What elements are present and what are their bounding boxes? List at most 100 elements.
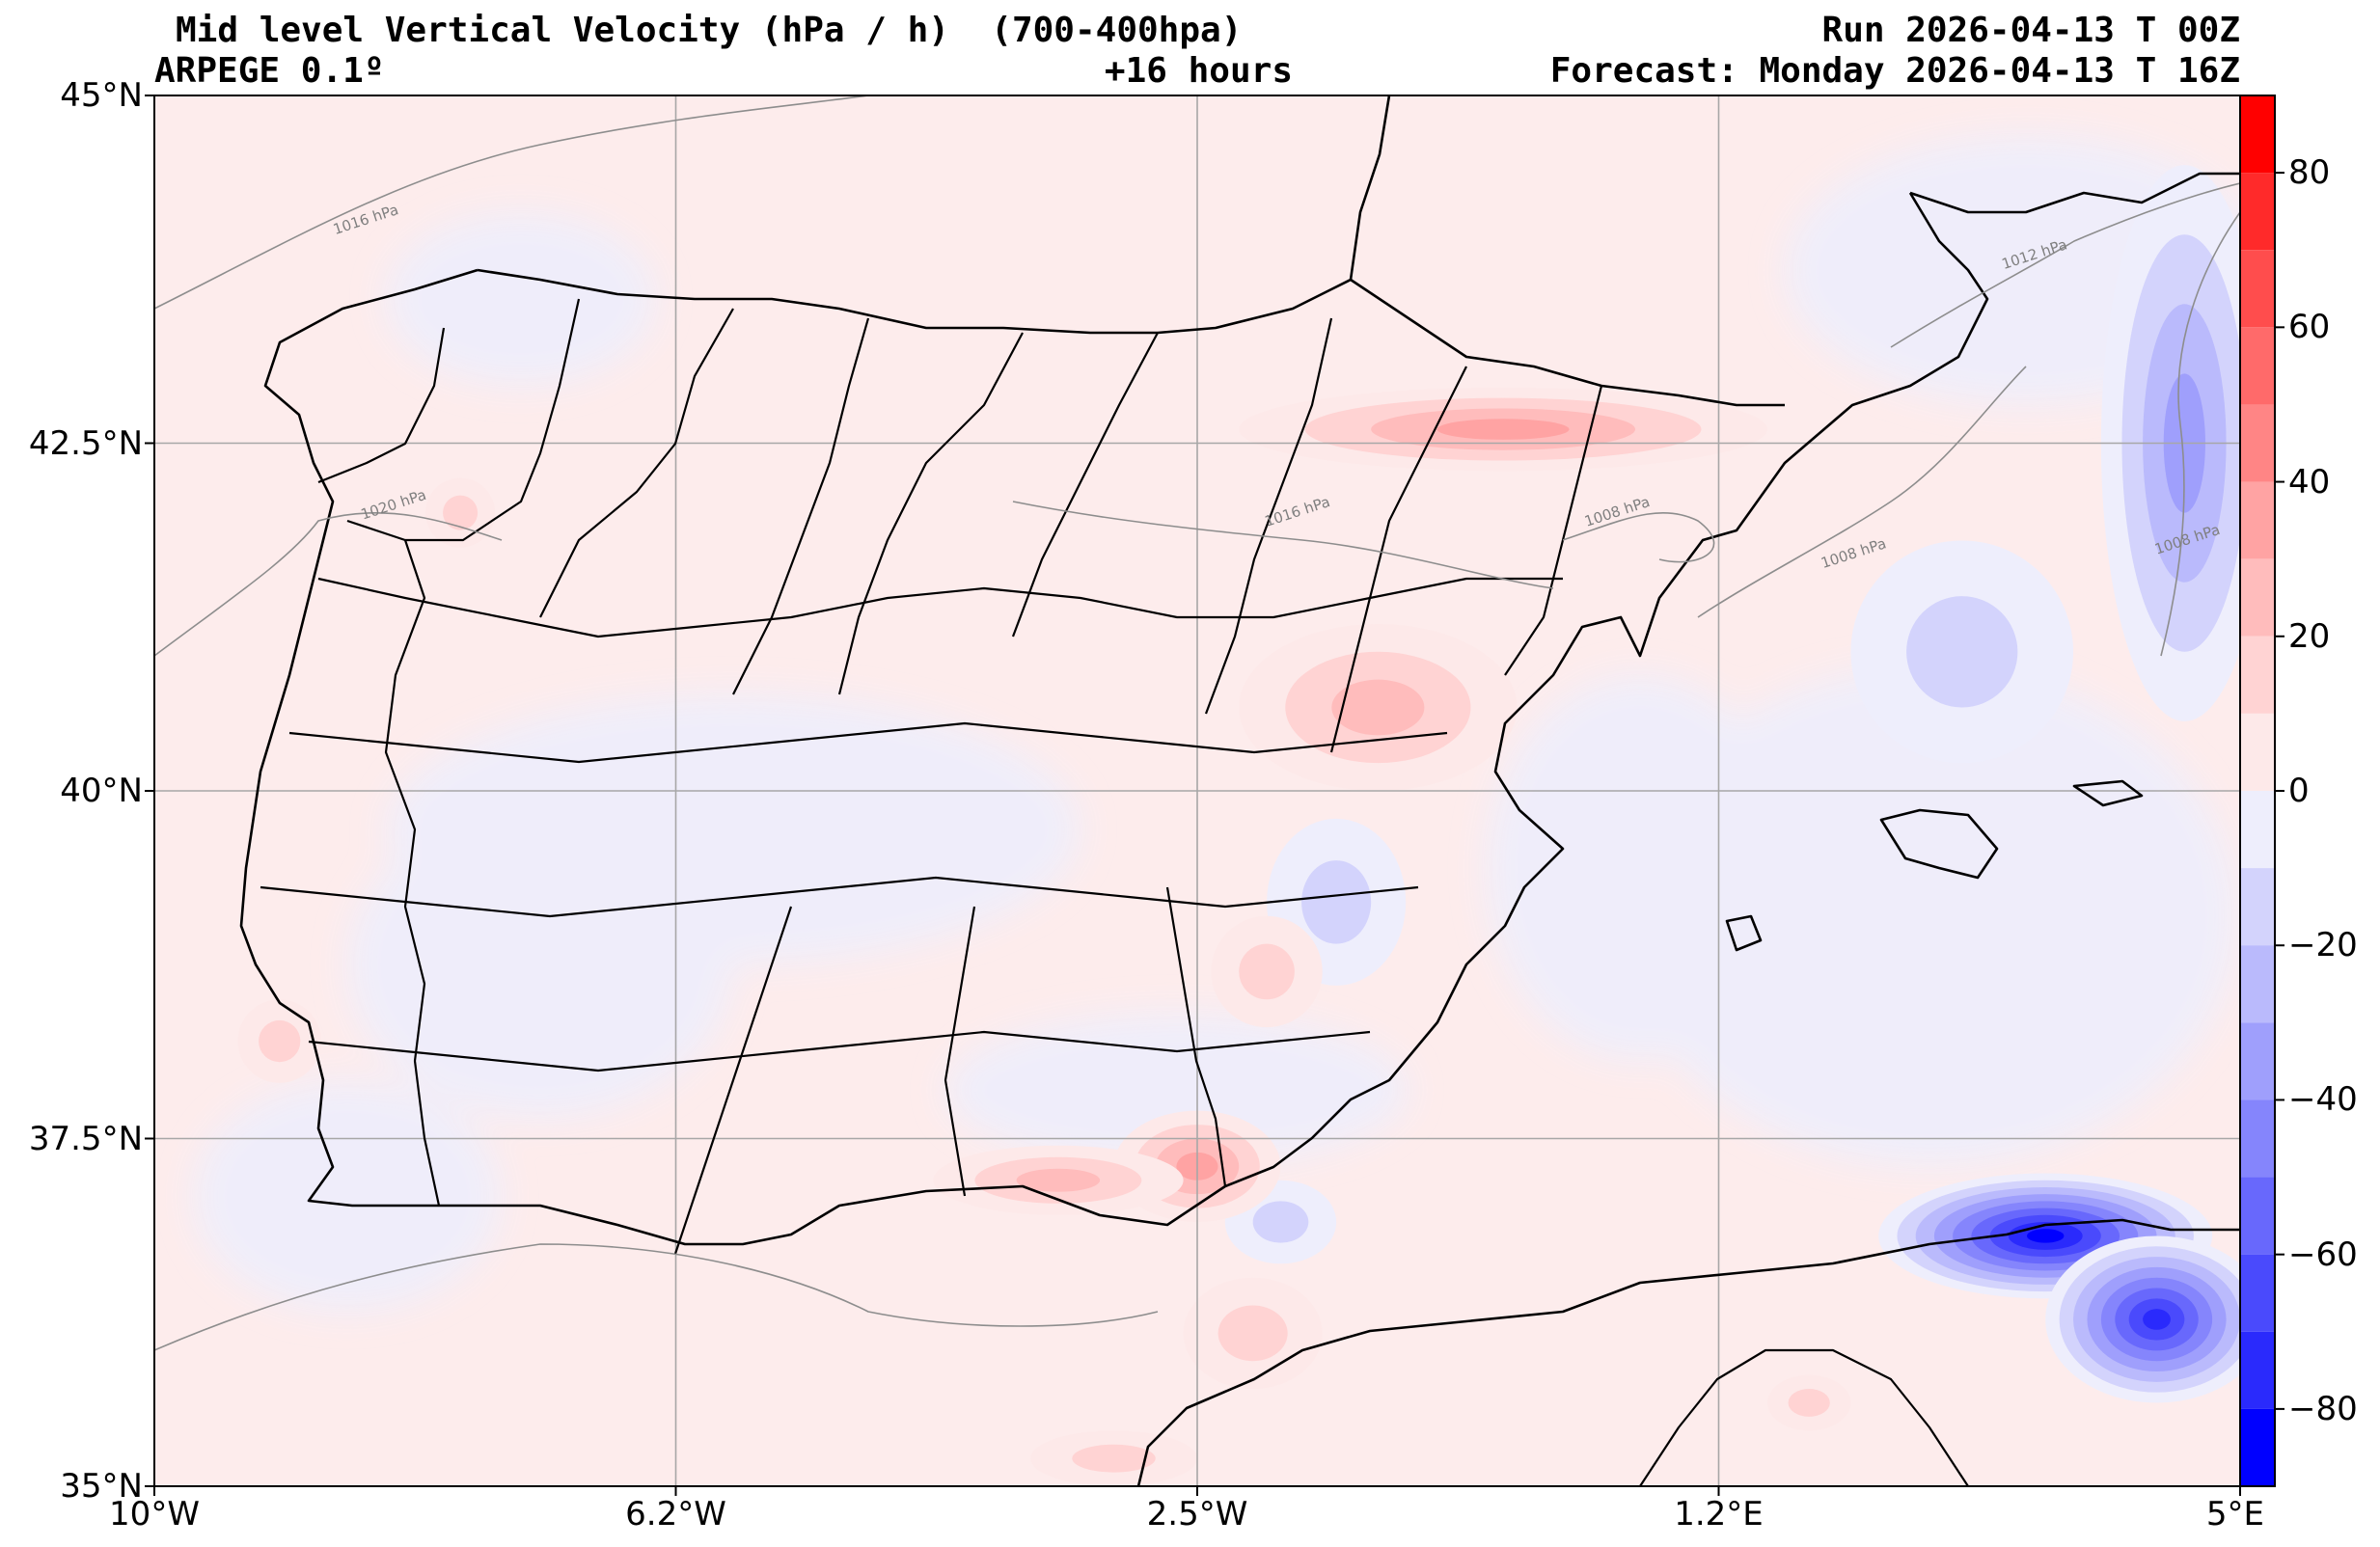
updraft-feature xyxy=(1183,1277,1323,1390)
province-border xyxy=(405,298,581,542)
colorbar-swatch xyxy=(2240,636,2275,714)
colorbar-swatch xyxy=(2240,481,2275,559)
updraft-feature xyxy=(1766,1374,1851,1431)
colorbar-swatch xyxy=(2240,250,2275,328)
colorbar-swatch xyxy=(2240,791,2275,869)
updraft-feature xyxy=(1239,623,1518,791)
isobar-line xyxy=(2160,211,2240,657)
colorbar-tick-label: 40 xyxy=(2288,462,2331,502)
contour-band xyxy=(1072,1444,1156,1473)
province-border xyxy=(944,906,976,1197)
contour-band xyxy=(1331,679,1425,736)
downdraft-feature xyxy=(1850,540,2074,764)
isobar-line xyxy=(154,511,503,657)
isobar-line xyxy=(1697,366,2027,618)
colorbar xyxy=(2240,95,2284,1486)
colorbar-tick-label: −60 xyxy=(2288,1235,2358,1274)
contour-band xyxy=(1906,596,2018,708)
colorbar-swatch xyxy=(2240,1331,2275,1409)
updraft-feature xyxy=(1239,387,1767,472)
north-africa-coast xyxy=(1136,1218,2240,1486)
province-border xyxy=(308,1030,1371,1072)
isobar-line xyxy=(154,95,869,310)
contour-band xyxy=(1788,1389,1830,1417)
colorbar-tick-label: −80 xyxy=(2288,1389,2358,1428)
colorbar-tick-label: −40 xyxy=(2288,1080,2358,1120)
colorbar-swatch xyxy=(2240,1099,2275,1178)
contour-band xyxy=(2026,1229,2065,1243)
x-tick-label: 10°W xyxy=(109,1495,200,1533)
province-border xyxy=(732,317,870,695)
colorbar-swatch xyxy=(2240,868,2275,946)
mallorca xyxy=(1879,808,1999,880)
weak-negative-patch xyxy=(193,1080,502,1312)
colorbar-tick-label: 0 xyxy=(2288,772,2310,810)
y-tick-label: 40°N xyxy=(60,772,143,810)
colorbar-frame xyxy=(2239,95,2276,1487)
contour-band xyxy=(1239,943,1295,1000)
province-border xyxy=(1011,332,1159,638)
weak-negative-patch xyxy=(347,810,733,1119)
weak-negative-patch xyxy=(945,1013,1409,1167)
menorca xyxy=(2072,779,2144,807)
france-coast xyxy=(1349,95,1391,281)
ibiza xyxy=(1725,914,1763,952)
updraft-feature xyxy=(933,1145,1184,1215)
forecast-label: Forecast: Monday 2026-04-13 T 16Z xyxy=(1549,51,2240,91)
colorbar-swatch xyxy=(2240,327,2275,405)
gulf-of-lion-coast xyxy=(1909,172,2240,214)
isobar-line xyxy=(1012,501,1554,589)
x-tick-label: 2.5°W xyxy=(1146,1495,1248,1533)
y-tick-label: 45°N xyxy=(60,76,143,115)
province-border xyxy=(673,906,793,1255)
colorbar-swatch xyxy=(2240,95,2275,174)
province-border xyxy=(317,577,1563,638)
colorbar-tick-label: 80 xyxy=(2288,153,2331,193)
colorbar-tick-label: −20 xyxy=(2288,926,2358,965)
model-label: ARPEGE 0.1º xyxy=(154,51,385,91)
contour-band xyxy=(1016,1168,1101,1192)
updraft-feature xyxy=(237,999,321,1083)
updraft-feature xyxy=(425,477,496,548)
y-tick-label: 42.5°N xyxy=(28,423,143,463)
france-border xyxy=(1350,278,1785,407)
contour-band xyxy=(1252,1201,1309,1243)
colorbar-swatch xyxy=(2240,1177,2275,1255)
lead-time-label: +16 hours xyxy=(1104,51,1293,91)
colorbar-swatch xyxy=(2240,945,2275,1023)
colorbar-swatch xyxy=(2240,1022,2275,1100)
boundaries xyxy=(239,95,2240,1486)
isobar-line xyxy=(154,1243,1159,1351)
contour-band xyxy=(1301,860,1372,944)
province-border xyxy=(260,876,1419,918)
colorbar-swatch xyxy=(2240,713,2275,791)
province-border xyxy=(1329,366,1467,753)
graticule xyxy=(154,95,2240,1486)
contour-band xyxy=(2143,1309,2171,1330)
contour-band xyxy=(443,495,479,530)
province-borders xyxy=(260,298,1969,1486)
contour-band xyxy=(259,1019,301,1063)
weak-negative-patch xyxy=(386,212,656,386)
chart-title: Mid level Vertical Velocity (hPa / h) (7… xyxy=(176,11,1243,50)
isobars xyxy=(154,95,2240,1351)
province-border xyxy=(539,308,734,618)
isobar-line xyxy=(1562,511,1715,563)
weak-field-layer xyxy=(193,135,2240,1312)
contour-band xyxy=(1436,419,1570,440)
y-tick-label: 35°N xyxy=(60,1467,143,1506)
x-tick-label: 6.2°W xyxy=(625,1495,726,1533)
morocco-algeria-border xyxy=(1639,1348,1969,1486)
updraft-feature xyxy=(1030,1430,1197,1486)
run-label: Run 2026-04-13 T 00Z xyxy=(1821,11,2240,50)
province-border xyxy=(317,327,446,484)
province-border xyxy=(837,332,1024,695)
y-tick-label: 37.5°N xyxy=(28,1119,143,1158)
colorbar-swatch xyxy=(2240,173,2275,251)
downdraft-feature xyxy=(2045,1235,2240,1403)
weak-negative-patch xyxy=(1486,675,1794,1061)
x-tick-label: 5°E xyxy=(2205,1495,2264,1533)
contour-band xyxy=(1217,1305,1288,1362)
iberia-coastline xyxy=(239,192,1989,1246)
